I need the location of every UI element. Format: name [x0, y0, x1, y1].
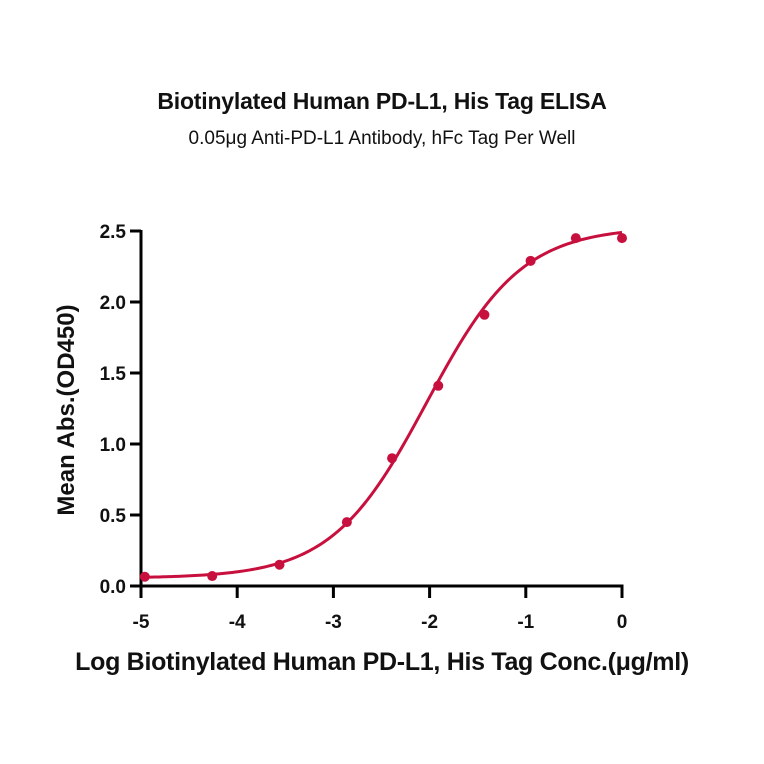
y-tick-label: 0.0 [100, 577, 126, 598]
x-axis-label: Log Biotinylated Human PD-L1, His Tag Co… [75, 648, 689, 676]
y-tick-label: 0.5 [100, 506, 127, 527]
data-point [387, 453, 398, 464]
data-point [207, 571, 218, 582]
x-tick-label: -3 [325, 612, 342, 633]
y-tick-label: 2.5 [100, 222, 127, 243]
data-point [479, 309, 490, 320]
data-point [570, 233, 581, 244]
x-tick-label: -5 [133, 612, 150, 633]
x-tick-label: -4 [229, 612, 246, 633]
data-point [617, 233, 627, 244]
fit-curve-line [144, 230, 623, 579]
data-points [139, 233, 627, 582]
chart-subtitle: 0.05μg Anti-PD-L1 Antibody, hFc Tag Per … [188, 128, 576, 149]
x-tick-label: -2 [421, 612, 438, 633]
axes: -5 -4 -3 -2 -1 0 0.0 0.5 1.0 1.5 2.0 2.5 [100, 222, 628, 633]
data-point [525, 255, 536, 266]
y-tick-label: 2.0 [100, 293, 126, 314]
chart-title: Biotinylated Human PD-L1, His Tag ELISA [157, 88, 607, 114]
y-tick-label: 1.0 [100, 435, 126, 456]
x-tick-label: 0 [617, 612, 628, 633]
data-point [433, 380, 444, 391]
data-point [139, 571, 150, 582]
data-point [274, 559, 285, 570]
y-tick-label: 1.5 [100, 364, 127, 385]
x-tick-label: -1 [517, 612, 534, 633]
fit-curve [144, 230, 623, 579]
data-point [341, 517, 352, 528]
y-axis-label: Mean Abs.(OD450) [53, 304, 80, 516]
